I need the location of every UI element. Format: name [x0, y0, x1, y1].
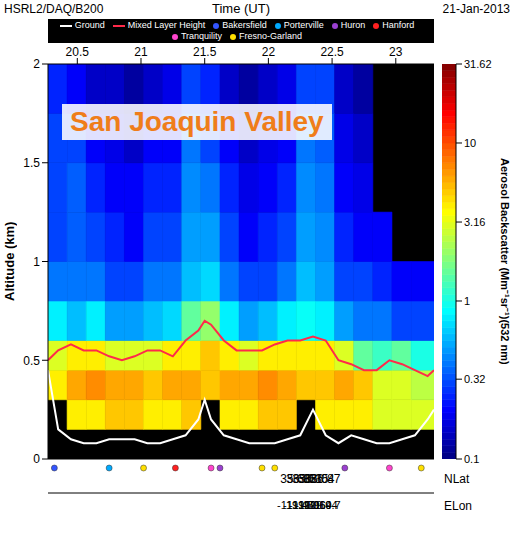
- svg-text:1: 1: [464, 295, 470, 307]
- html-text:Hanford: Hanford: [382, 20, 415, 30]
- svg-text:1: 1: [33, 255, 40, 269]
- html-text:NLat: NLat: [444, 472, 470, 486]
- html-text:Time (UT): Time (UT): [212, 1, 270, 16]
- svg-text:23: 23: [389, 45, 403, 59]
- svg-text:0.32: 0.32: [464, 373, 485, 385]
- html-text:ELon: ELon: [444, 499, 472, 513]
- svg-text:21: 21: [134, 45, 148, 59]
- svg-text:0: 0: [33, 452, 40, 466]
- html-text:Altitude (km): Altitude (km): [1, 221, 17, 302]
- html-text:Aerosol Backscatter (Mm⁻¹sr⁻¹): Aerosol Backscatter (Mm⁻¹sr⁻¹)(532 nm): [498, 158, 511, 365]
- svg-text:10: 10: [464, 137, 476, 149]
- html-text:Fresno-Garland: Fresno-Garland: [239, 31, 303, 41]
- svg-text:22: 22: [262, 45, 276, 59]
- html-text:Tranquility: Tranquility: [180, 31, 223, 41]
- html-text:HSRL2/DAQ/B200: HSRL2/DAQ/B200: [4, 2, 104, 16]
- html-text:Bakersfield: Bakersfield: [222, 20, 267, 30]
- html-text:Huron: Huron: [340, 20, 366, 30]
- html-text:San Joaquin Valley: San Joaquin Valley: [70, 106, 324, 137]
- svg-text:36.87: 36.87: [310, 472, 340, 486]
- html-text:Mixed Layer Height: Mixed Layer Height: [127, 20, 206, 30]
- svg-text:0.1: 0.1: [464, 453, 479, 465]
- svg-text:1.5: 1.5: [23, 156, 40, 170]
- html-text:Ground: Ground: [74, 20, 105, 30]
- svg-text:20.5: 20.5: [66, 45, 90, 59]
- html-text:21-Jan-2013: 21-Jan-2013: [442, 2, 510, 16]
- svg-text:22.5: 22.5: [320, 45, 344, 59]
- svg-text:2: 2: [33, 57, 40, 71]
- svg-text:0.5: 0.5: [23, 354, 40, 368]
- svg-text:-119.7: -119.7: [310, 499, 340, 511]
- html-text:Porterville: Porterville: [283, 20, 324, 30]
- svg-text:31.62: 31.62: [464, 58, 492, 70]
- svg-text:3.16: 3.16: [464, 216, 485, 228]
- svg-text:21.5: 21.5: [193, 45, 217, 59]
